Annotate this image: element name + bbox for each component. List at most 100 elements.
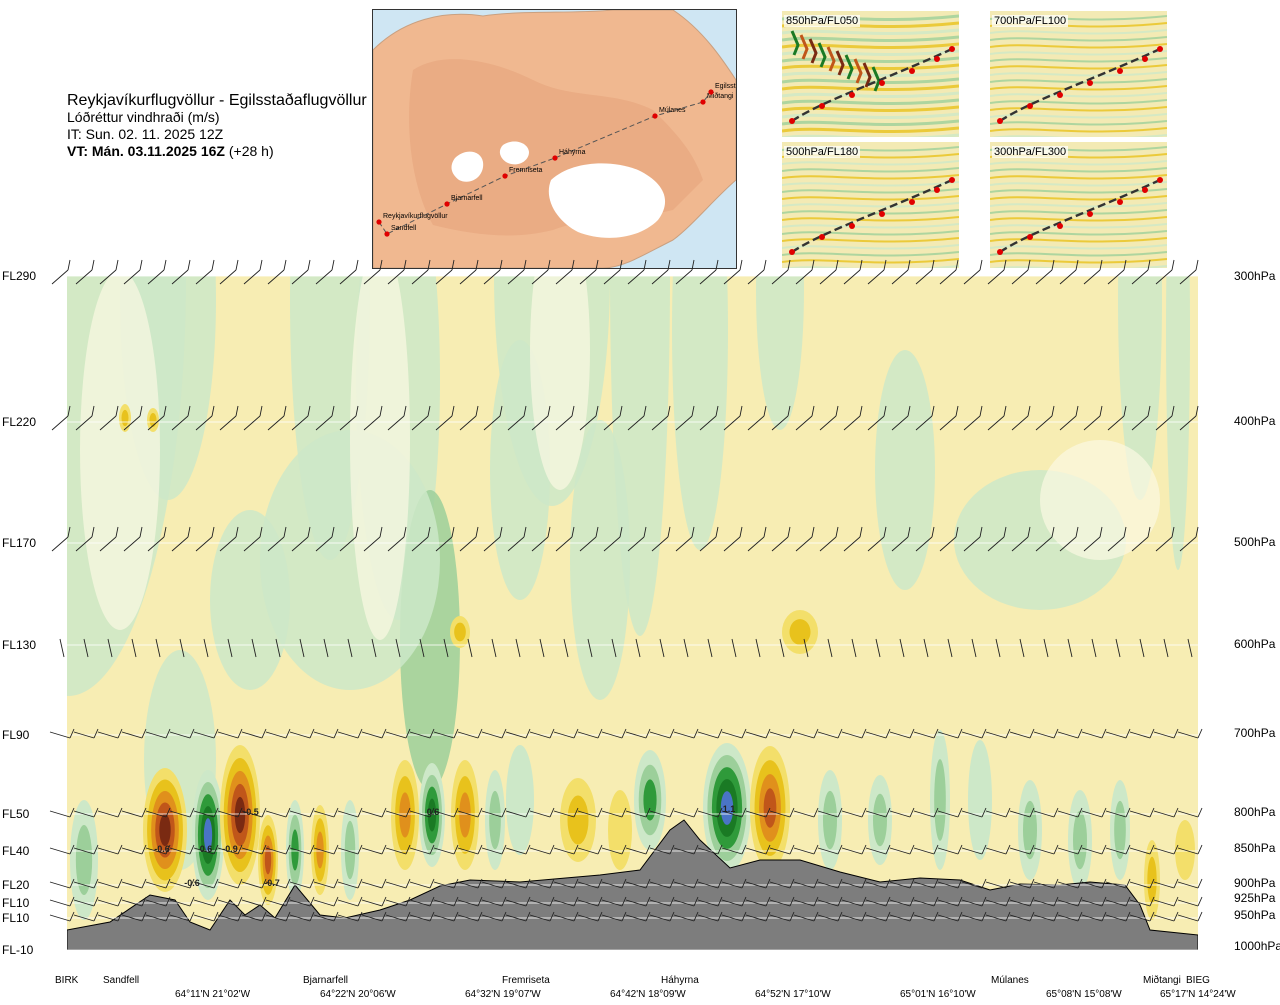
wind-barb bbox=[49, 728, 75, 739]
wind-barb bbox=[1107, 405, 1127, 431]
wind-barb bbox=[1009, 896, 1035, 907]
wind-barb bbox=[841, 728, 867, 739]
wind-barb bbox=[1035, 405, 1055, 431]
map-point bbox=[502, 173, 508, 179]
wind-barb bbox=[1057, 896, 1083, 907]
wind-barb bbox=[1033, 896, 1059, 907]
wind-barb bbox=[1059, 526, 1079, 552]
pressure-label: 900hPa bbox=[1234, 876, 1276, 890]
wind-barb bbox=[411, 526, 431, 552]
wind-barb bbox=[1011, 405, 1031, 431]
field-contour bbox=[350, 276, 410, 640]
wind-barb bbox=[467, 638, 473, 658]
wind-barb bbox=[265, 911, 291, 922]
wind-barb bbox=[339, 259, 359, 285]
wind-barb bbox=[841, 896, 867, 907]
wind-barb bbox=[795, 405, 815, 431]
wind-barb bbox=[121, 844, 147, 855]
wind-barb bbox=[793, 896, 819, 907]
wind-barb bbox=[673, 844, 699, 855]
wind-barb bbox=[363, 259, 383, 285]
wind-barb bbox=[241, 911, 267, 922]
value-label: -0.5 bbox=[243, 807, 259, 817]
wind-barb bbox=[673, 807, 699, 818]
wind-barb bbox=[1081, 728, 1107, 739]
value-label: -0.7 bbox=[264, 878, 280, 888]
wind-barb bbox=[697, 728, 723, 739]
wind-barb bbox=[339, 405, 359, 431]
map-point bbox=[700, 99, 706, 105]
wind-barb bbox=[723, 259, 743, 285]
wind-barb bbox=[241, 728, 267, 739]
wind-barb bbox=[985, 728, 1011, 739]
field-contour bbox=[121, 409, 129, 427]
wind-barb bbox=[481, 844, 507, 855]
wind-barb bbox=[769, 911, 795, 922]
wind-barb bbox=[1105, 807, 1131, 818]
level-thumbnail[interactable]: 500hPa/FL180 bbox=[782, 142, 959, 268]
wind-barb bbox=[387, 526, 407, 552]
wind-barb bbox=[865, 878, 891, 889]
wind-barb bbox=[289, 844, 315, 855]
wind-barb bbox=[131, 638, 137, 658]
level-thumbnail[interactable]: 850hPa/FL050 bbox=[782, 11, 959, 137]
wind-barb bbox=[745, 844, 771, 855]
wind-barb bbox=[1177, 878, 1203, 889]
wind-barb bbox=[625, 911, 651, 922]
wind-barb bbox=[1083, 405, 1103, 431]
wind-barb bbox=[747, 405, 767, 431]
wind-barb bbox=[97, 728, 123, 739]
flight-level-label: FL20 bbox=[2, 878, 30, 892]
wind-barb bbox=[851, 638, 857, 658]
wind-barb bbox=[411, 405, 431, 431]
wind-barb bbox=[267, 526, 287, 552]
wind-barb bbox=[1059, 259, 1079, 285]
wind-barb bbox=[75, 405, 95, 431]
wind-barb bbox=[721, 844, 747, 855]
location-label: Sandfell bbox=[103, 975, 140, 986]
wind-barb bbox=[827, 638, 833, 658]
level-thumbnail-label: 300hPa/FL300 bbox=[992, 146, 1069, 158]
wind-barb bbox=[579, 405, 599, 431]
wind-barb bbox=[241, 878, 267, 889]
field-contour bbox=[159, 813, 171, 847]
wind-barb bbox=[99, 259, 119, 285]
wind-barb bbox=[483, 259, 503, 285]
wind-barb bbox=[219, 526, 239, 552]
field-contour bbox=[506, 745, 534, 855]
wind-barb bbox=[601, 728, 627, 739]
wind-barb bbox=[409, 896, 435, 907]
location-label: Miðtangi bbox=[1143, 975, 1181, 986]
wind-barb bbox=[1057, 844, 1083, 855]
route-map: Reykjavíkurflugvöllur Sandfell Bjarnarfell… bbox=[372, 9, 737, 269]
wind-barb bbox=[1153, 728, 1179, 739]
wind-barb bbox=[1153, 807, 1179, 818]
wind-barb bbox=[707, 638, 713, 658]
wind-barb bbox=[803, 638, 809, 658]
field-contour bbox=[570, 420, 630, 700]
wind-barb bbox=[1081, 844, 1107, 855]
wind-barb bbox=[795, 259, 815, 285]
wind-barb bbox=[1091, 638, 1097, 658]
wind-barb bbox=[313, 807, 339, 818]
wind-barb bbox=[1153, 844, 1179, 855]
wind-barb bbox=[817, 728, 843, 739]
pressure-label: 800hPa bbox=[1234, 805, 1276, 819]
wind-barb bbox=[51, 526, 71, 552]
wind-barb bbox=[1105, 911, 1131, 922]
wind-barb bbox=[697, 807, 723, 818]
map-point-label: Miðtangi bbox=[707, 92, 734, 100]
wind-barb bbox=[433, 878, 459, 889]
wind-barb bbox=[603, 259, 623, 285]
level-thumbnail[interactable]: 700hPa/FL100 bbox=[990, 11, 1167, 137]
flight-level-label: FL290 bbox=[2, 269, 37, 283]
wind-barb bbox=[1177, 896, 1203, 907]
wind-barb bbox=[227, 638, 233, 658]
wind-barb bbox=[1067, 638, 1073, 658]
location-label: BIEG bbox=[1186, 975, 1210, 986]
wind-barb bbox=[433, 896, 459, 907]
pressure-label: 600hPa bbox=[1234, 637, 1276, 651]
wind-barb bbox=[529, 844, 555, 855]
wind-barb bbox=[987, 259, 1007, 285]
wind-barb bbox=[699, 526, 719, 552]
